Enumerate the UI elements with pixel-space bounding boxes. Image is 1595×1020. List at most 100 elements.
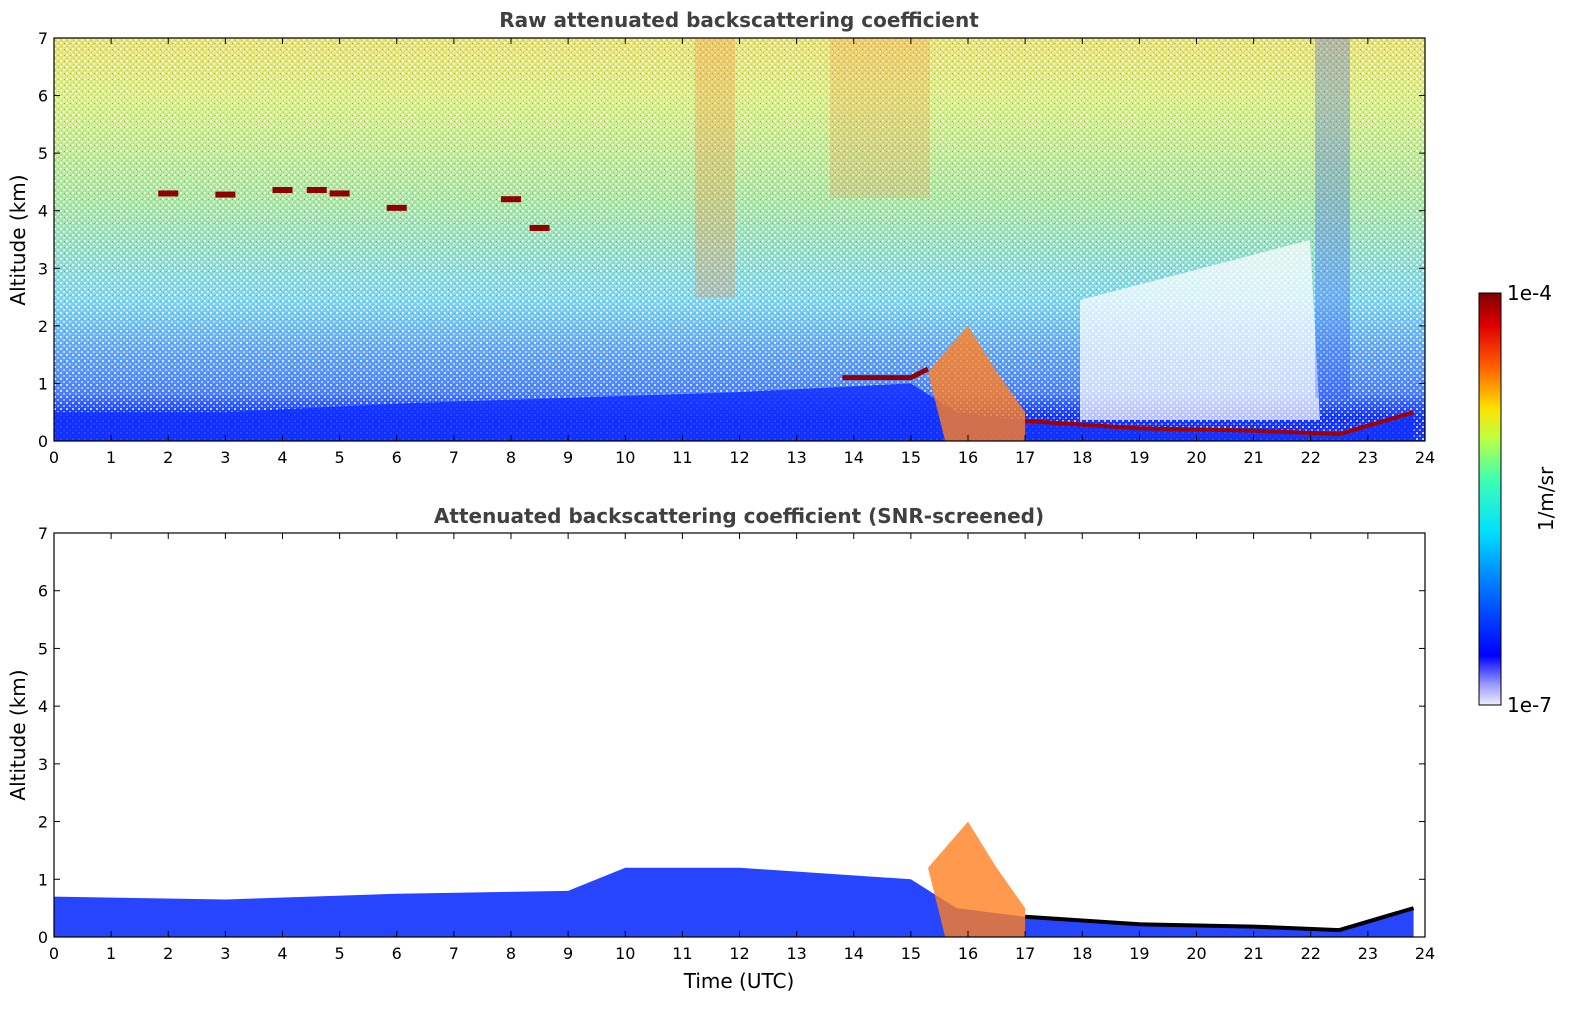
raw-clear-region xyxy=(1080,240,1320,420)
panel-screened-plot-area xyxy=(54,533,1425,937)
panel-screened-title: Attenuated backscattering coefficient (S… xyxy=(434,504,1044,528)
raw-x-tick-label: 16 xyxy=(958,448,978,467)
panel-raw-plot-area xyxy=(54,38,1425,441)
colorbar-max-label: 1e-4 xyxy=(1507,281,1552,305)
raw-x-tick-label: 8 xyxy=(506,448,516,467)
screened-y-tick-label: 1 xyxy=(38,870,48,889)
raw-residual-layer-line xyxy=(1024,410,1415,437)
raw-x-tick-label: 23 xyxy=(1358,448,1378,467)
screened-y-tick-label: 5 xyxy=(38,639,48,658)
raw-cloud-segment xyxy=(215,191,236,198)
screened-x-tick-label: 17 xyxy=(1015,944,1035,963)
panel-screened-x-label: Time (UTC) xyxy=(683,969,795,993)
panel-screened-y-label: Altitude (km) xyxy=(6,669,30,800)
raw-cloud-segment xyxy=(501,196,521,203)
panel-raw-y-ticks: 0 1 2 3 4 5 6 7 xyxy=(38,29,1425,451)
raw-dropout-column xyxy=(1315,38,1350,398)
raw-x-tick-label: 12 xyxy=(729,448,749,467)
colorbar-min-label: 1e-7 xyxy=(1507,693,1552,717)
panel-screened-y-ticks: 0 1 2 3 4 5 6 7 xyxy=(38,524,1425,947)
panel-raw-y-label: Altitude (km) xyxy=(6,174,30,305)
panel-screened-x-ticks: 0 1 2 3 4 5 6 7 8 9 10 11 12 13 14 15 16 17 18 19 20 21 22 23 24 xyxy=(49,533,1435,963)
screened-aerosol-plume xyxy=(928,821,1026,937)
raw-x-tick-label: 15 xyxy=(901,448,921,467)
raw-x-tick-label: 7 xyxy=(449,448,459,467)
screened-x-tick-label: 3 xyxy=(220,944,230,963)
raw-y-tick-label: 0 xyxy=(38,432,48,451)
raw-x-tick-label: 14 xyxy=(844,448,864,467)
raw-x-tick-label: 11 xyxy=(672,448,692,467)
screened-x-tick-label: 1 xyxy=(106,944,116,963)
raw-x-tick-label: 17 xyxy=(1015,448,1035,467)
screened-x-tick-label: 15 xyxy=(901,944,921,963)
raw-y-tick-label: 4 xyxy=(38,202,48,221)
raw-x-tick-label: 18 xyxy=(1072,448,1092,467)
screened-x-tick-label: 16 xyxy=(958,944,978,963)
screened-x-tick-label: 24 xyxy=(1415,944,1435,963)
screened-x-tick-label: 9 xyxy=(563,944,573,963)
raw-x-tick-label: 13 xyxy=(786,448,806,467)
raw-y-tick-label: 7 xyxy=(38,29,48,48)
screened-x-tick-label: 14 xyxy=(844,944,864,963)
screened-x-tick-label: 12 xyxy=(729,944,749,963)
screened-x-tick-label: 22 xyxy=(1301,944,1321,963)
screened-x-tick-label: 21 xyxy=(1243,944,1263,963)
raw-y-tick-label: 6 xyxy=(38,87,48,106)
raw-haze-column-2 xyxy=(830,38,930,198)
colorbar-gradient xyxy=(1478,292,1502,706)
colorbar: 1e-4 1e-7 1/m/sr xyxy=(1478,281,1558,717)
raw-x-tick-label: 20 xyxy=(1186,448,1206,467)
screened-y-tick-label: 4 xyxy=(38,697,48,716)
screened-x-tick-label: 20 xyxy=(1186,944,1206,963)
screened-boundary-layer xyxy=(54,867,1414,937)
raw-x-tick-label: 24 xyxy=(1415,448,1435,467)
raw-x-tick-label: 10 xyxy=(615,448,635,467)
screened-y-tick-label: 2 xyxy=(38,813,48,832)
raw-x-tick-label: 2 xyxy=(163,448,173,467)
raw-y-tick-label: 2 xyxy=(38,317,48,336)
colorbar-unit-label: 1/m/sr xyxy=(1534,466,1558,531)
raw-cloud-segment xyxy=(329,190,350,197)
panel-raw-title: Raw attenuated backscattering coefficien… xyxy=(499,8,979,32)
screened-x-tick-label: 4 xyxy=(277,944,287,963)
screened-x-tick-label: 7 xyxy=(449,944,459,963)
screened-x-tick-label: 6 xyxy=(392,944,402,963)
screened-residual-layer-line xyxy=(1024,906,1415,933)
panel-screened: Attenuated backscattering coefficient (S… xyxy=(6,504,1435,993)
raw-x-tick-label: 1 xyxy=(106,448,116,467)
raw-low-cloud-line xyxy=(842,366,930,381)
screened-features xyxy=(54,821,1415,937)
screened-x-tick-label: 23 xyxy=(1358,944,1378,963)
raw-haze-column-1 xyxy=(695,38,735,298)
raw-x-tick-label: 4 xyxy=(277,448,287,467)
raw-y-tick-label: 1 xyxy=(38,374,48,393)
screened-x-tick-label: 11 xyxy=(672,944,692,963)
raw-aerosol-plume xyxy=(928,325,1026,441)
raw-x-tick-label: 5 xyxy=(335,448,345,467)
raw-features xyxy=(54,186,1415,441)
raw-y-tick-label: 3 xyxy=(38,259,48,278)
raw-boundary-layer xyxy=(54,383,1414,441)
screened-x-tick-label: 8 xyxy=(506,944,516,963)
screened-x-tick-label: 19 xyxy=(1129,944,1149,963)
screened-x-tick-label: 5 xyxy=(335,944,345,963)
screened-y-tick-label: 7 xyxy=(38,524,48,543)
raw-cloud-segment xyxy=(386,204,407,211)
screened-x-tick-label: 18 xyxy=(1072,944,1092,963)
raw-x-tick-label: 6 xyxy=(392,448,402,467)
raw-cloud-segment xyxy=(306,186,327,193)
raw-y-tick-label: 5 xyxy=(38,144,48,163)
raw-x-tick-label: 21 xyxy=(1243,448,1263,467)
raw-x-tick-label: 19 xyxy=(1129,448,1149,467)
raw-cloud-segment xyxy=(158,190,179,197)
raw-x-tick-label: 3 xyxy=(220,448,230,467)
screened-y-tick-label: 6 xyxy=(38,582,48,601)
raw-x-tick-label: 9 xyxy=(563,448,573,467)
screened-y-tick-label: 0 xyxy=(38,928,48,947)
screened-y-tick-label: 3 xyxy=(38,755,48,774)
screened-x-tick-label: 0 xyxy=(49,944,59,963)
screened-x-tick-label: 2 xyxy=(163,944,173,963)
panel-raw-x-ticks: 0 1 2 3 4 5 6 7 8 9 10 11 12 13 14 15 16 17 18 19 20 21 22 23 24 xyxy=(49,38,1435,467)
raw-x-tick-label: 22 xyxy=(1301,448,1321,467)
